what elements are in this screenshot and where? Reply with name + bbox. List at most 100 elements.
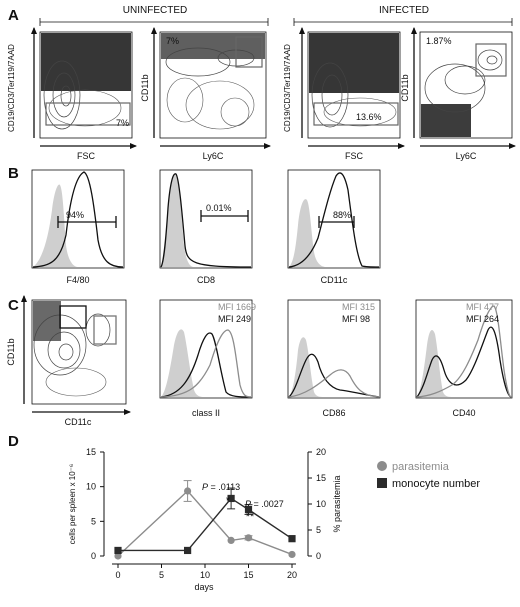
- control-histogram: [161, 329, 204, 397]
- x-label: CD40: [452, 408, 475, 418]
- stain-histogram: [288, 172, 380, 268]
- y-tick-label-left: 5: [91, 516, 96, 526]
- gate-pct-uninf-ly6c: 7%: [166, 36, 179, 46]
- x-label: CD11c: [321, 275, 348, 285]
- contour: [52, 72, 76, 118]
- contour: [323, 97, 397, 127]
- black-histogram: [416, 326, 512, 398]
- contour: [444, 65, 486, 95]
- y-label-lineage: CD19/CD3/Ter119/7AAD: [7, 44, 16, 132]
- x-tick-label: 20: [287, 570, 297, 580]
- chart-d: 0 5 10 15 20 0 5 10 15 0 5 10 15 20 cells per spleen …: [68, 447, 480, 592]
- mfi-black: MFI 249: [218, 314, 251, 324]
- gate-box: [313, 102, 399, 126]
- event-cloud: [33, 301, 61, 341]
- panel-letter-a: A: [8, 7, 19, 24]
- y-label-right: % parasitemia: [332, 475, 342, 532]
- data-point-monocyte-number: [227, 494, 235, 503]
- x-tick-label: 10: [200, 570, 210, 580]
- data-point-monocyte-number: [184, 546, 192, 555]
- histogram-b2-cd8: 0.01% CD8: [159, 169, 253, 285]
- data-point-monocyte-number: [288, 535, 296, 543]
- gate-pct: 94%: [66, 210, 84, 220]
- legend-label-parasitemia: parasitemia: [392, 461, 450, 473]
- contour: [185, 80, 255, 130]
- plot-a4-infected-ly6c: 1.87% Ly6C CD11b: [400, 27, 516, 161]
- control-histogram: [417, 329, 453, 397]
- y-tick-label-right: 15: [316, 473, 326, 483]
- control-histogram: [289, 199, 326, 267]
- plot-a2-uninfected-ly6c: 7% Ly6C CD11b: [140, 27, 271, 161]
- contour: [165, 47, 231, 77]
- contour: [45, 367, 107, 397]
- x-tick-label: 5: [159, 570, 164, 580]
- x-label-days: days: [194, 582, 214, 592]
- data-point-monocyte-number: [244, 505, 253, 514]
- legend-marker-monocyte: [377, 478, 387, 488]
- y-label-cd11b-infected: CD11b: [400, 74, 410, 101]
- x-label-ly6c: Ly6C: [203, 151, 224, 161]
- panel-letter-b: B: [8, 165, 19, 182]
- plot-c-dotplot: CD11c CD11b: [6, 295, 131, 427]
- x-label: CD86: [322, 408, 345, 418]
- event-cloud: [421, 104, 471, 137]
- data-point-parasitemia: [114, 552, 122, 560]
- y-label-left: cells per spleen x 10⁻⁶: [68, 464, 77, 544]
- y-tick-label-left: 10: [86, 482, 96, 492]
- gray-histogram: [288, 369, 380, 398]
- x-tick-label: 0: [115, 570, 120, 580]
- panel-letter-c: C: [8, 297, 19, 314]
- mfi-gray: MFI 1669: [218, 302, 256, 312]
- gate-pct: 88%: [333, 210, 351, 220]
- y-tick-label-right: 20: [316, 447, 326, 457]
- x-label: class II: [192, 408, 220, 418]
- contour: [311, 62, 349, 128]
- contour: [424, 63, 486, 113]
- y-tick-label-right: 10: [316, 499, 326, 509]
- chart-d-marks: [114, 480, 296, 560]
- histogram-b3-cd11c: 88% CD11c: [287, 169, 381, 285]
- p-value: = .0027: [251, 499, 284, 509]
- event-cloud: [41, 33, 131, 91]
- contour: [43, 60, 81, 130]
- mfi-gray: MFI 315: [342, 302, 375, 312]
- contour: [60, 85, 72, 107]
- gate-pct-inf-ly6c: 1.87%: [426, 36, 452, 46]
- uninfected-label: UNINFECTED: [123, 5, 187, 16]
- y-label-lineage-infected: CD19/CD3/Ter119/7AAD: [283, 44, 292, 132]
- x-label-ly6c-infected: Ly6C: [456, 151, 477, 161]
- x-label-fsc: FSC: [77, 151, 96, 161]
- contour: [477, 49, 503, 71]
- chart-d-ticks: 0 5 10 15 20 0 5 10 15 0 5 10 15 20: [86, 447, 326, 580]
- histogram-c2-cd86: MFI 315 MFI 98 CD86: [287, 299, 381, 418]
- panel-letter-d: D: [8, 433, 19, 450]
- x-label-cd11c: CD11c: [65, 417, 92, 427]
- black-histogram: [288, 353, 380, 398]
- x-label-fsc-infected: FSC: [345, 151, 364, 161]
- y-label-cd11b: CD11b: [140, 74, 150, 101]
- gate-box: [45, 102, 131, 126]
- mfi-gray: MFI 477: [466, 302, 499, 312]
- control-histogram: [33, 184, 78, 267]
- histogram-c1-class-ii: MFI 1669 MFI 249 class II: [159, 299, 256, 418]
- sig-stars-2: **: [246, 511, 255, 523]
- histogram-c3-cd40: MFI 477 MFI 264 CD40: [415, 299, 513, 418]
- contour: [321, 74, 343, 116]
- gray-histogram: [160, 329, 252, 398]
- gate-pct-uninf-fsc: 7%: [116, 118, 129, 128]
- stain-histogram: [160, 173, 252, 268]
- p-value: = .0113: [208, 482, 240, 492]
- plot-a1-uninfected-fsc: 7% FSC CD19/CD3/Ter119/7AAD: [7, 27, 137, 161]
- data-point-parasitemia: [288, 550, 296, 559]
- p-annotation-2: P = .0027: [245, 499, 284, 509]
- x-tick-label: 15: [243, 570, 253, 580]
- sig-stars-1: *: [226, 495, 231, 507]
- gate-box-black: [59, 305, 87, 329]
- gray-histogram: [416, 305, 512, 398]
- legend-label-monocyte: monocyte number: [392, 478, 480, 490]
- gate-box: [235, 36, 263, 68]
- x-label: CD8: [197, 275, 215, 285]
- mfi-black: MFI 264: [466, 314, 499, 324]
- contour: [58, 343, 74, 361]
